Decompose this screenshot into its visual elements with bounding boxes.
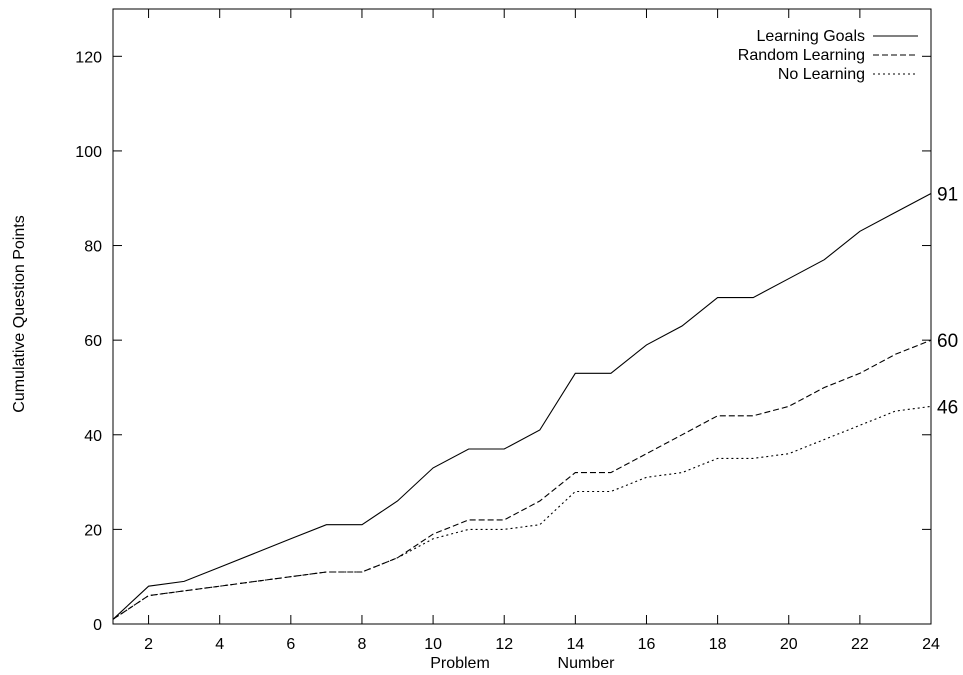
y-axis: 0 20 40 60 80 100 120 [75, 49, 931, 634]
y-tick-label: 0 [93, 617, 102, 634]
series-line-2 [112, 339, 932, 620]
end-value-label: 60 [937, 331, 958, 352]
y-tick-label: 40 [84, 428, 102, 445]
x-tick-label: 2 [144, 636, 153, 653]
x-tick-label: 6 [286, 636, 295, 653]
series-line-1 [112, 193, 932, 620]
x-tick-label: 12 [495, 636, 513, 653]
series-line-3 [112, 405, 932, 620]
x-tick-label: 24 [922, 636, 940, 653]
y-tick-label: 120 [75, 49, 102, 66]
y-tick-label: 20 [84, 522, 102, 539]
y-tick-label: 60 [84, 333, 102, 350]
end-labels: 91 60 46 [937, 185, 958, 419]
y-axis-title: Cumulative Question Points [11, 215, 28, 412]
x-tick-label: 18 [709, 636, 727, 653]
legend-label: Random Learning [738, 47, 865, 64]
legend-label: No Learning [778, 66, 865, 83]
x-tick-label: 16 [638, 636, 656, 653]
end-value-label: 91 [937, 185, 958, 206]
x-axis-title-word-2: Number [558, 655, 616, 672]
x-axis-title-word-1: Problem [430, 655, 490, 672]
x-axis: 2 4 6 8 10 12 14 16 18 20 22 24 [144, 9, 940, 653]
x-tick-label: 20 [780, 636, 798, 653]
series-lines [112, 193, 932, 620]
x-tick-label: 22 [851, 636, 869, 653]
x-tick-label: 8 [358, 636, 367, 653]
x-tick-label: 14 [566, 636, 584, 653]
y-tick-label: 80 [84, 239, 102, 256]
legend-label: Learning Goals [756, 28, 865, 45]
plot-frame [112, 8, 932, 625]
x-tick-label: 10 [424, 636, 442, 653]
legend: Learning Goals Random Learning No Learning [738, 28, 918, 83]
y-tick-label: 100 [75, 144, 102, 161]
end-value-label: 46 [937, 397, 958, 418]
x-tick-label: 4 [215, 636, 224, 653]
